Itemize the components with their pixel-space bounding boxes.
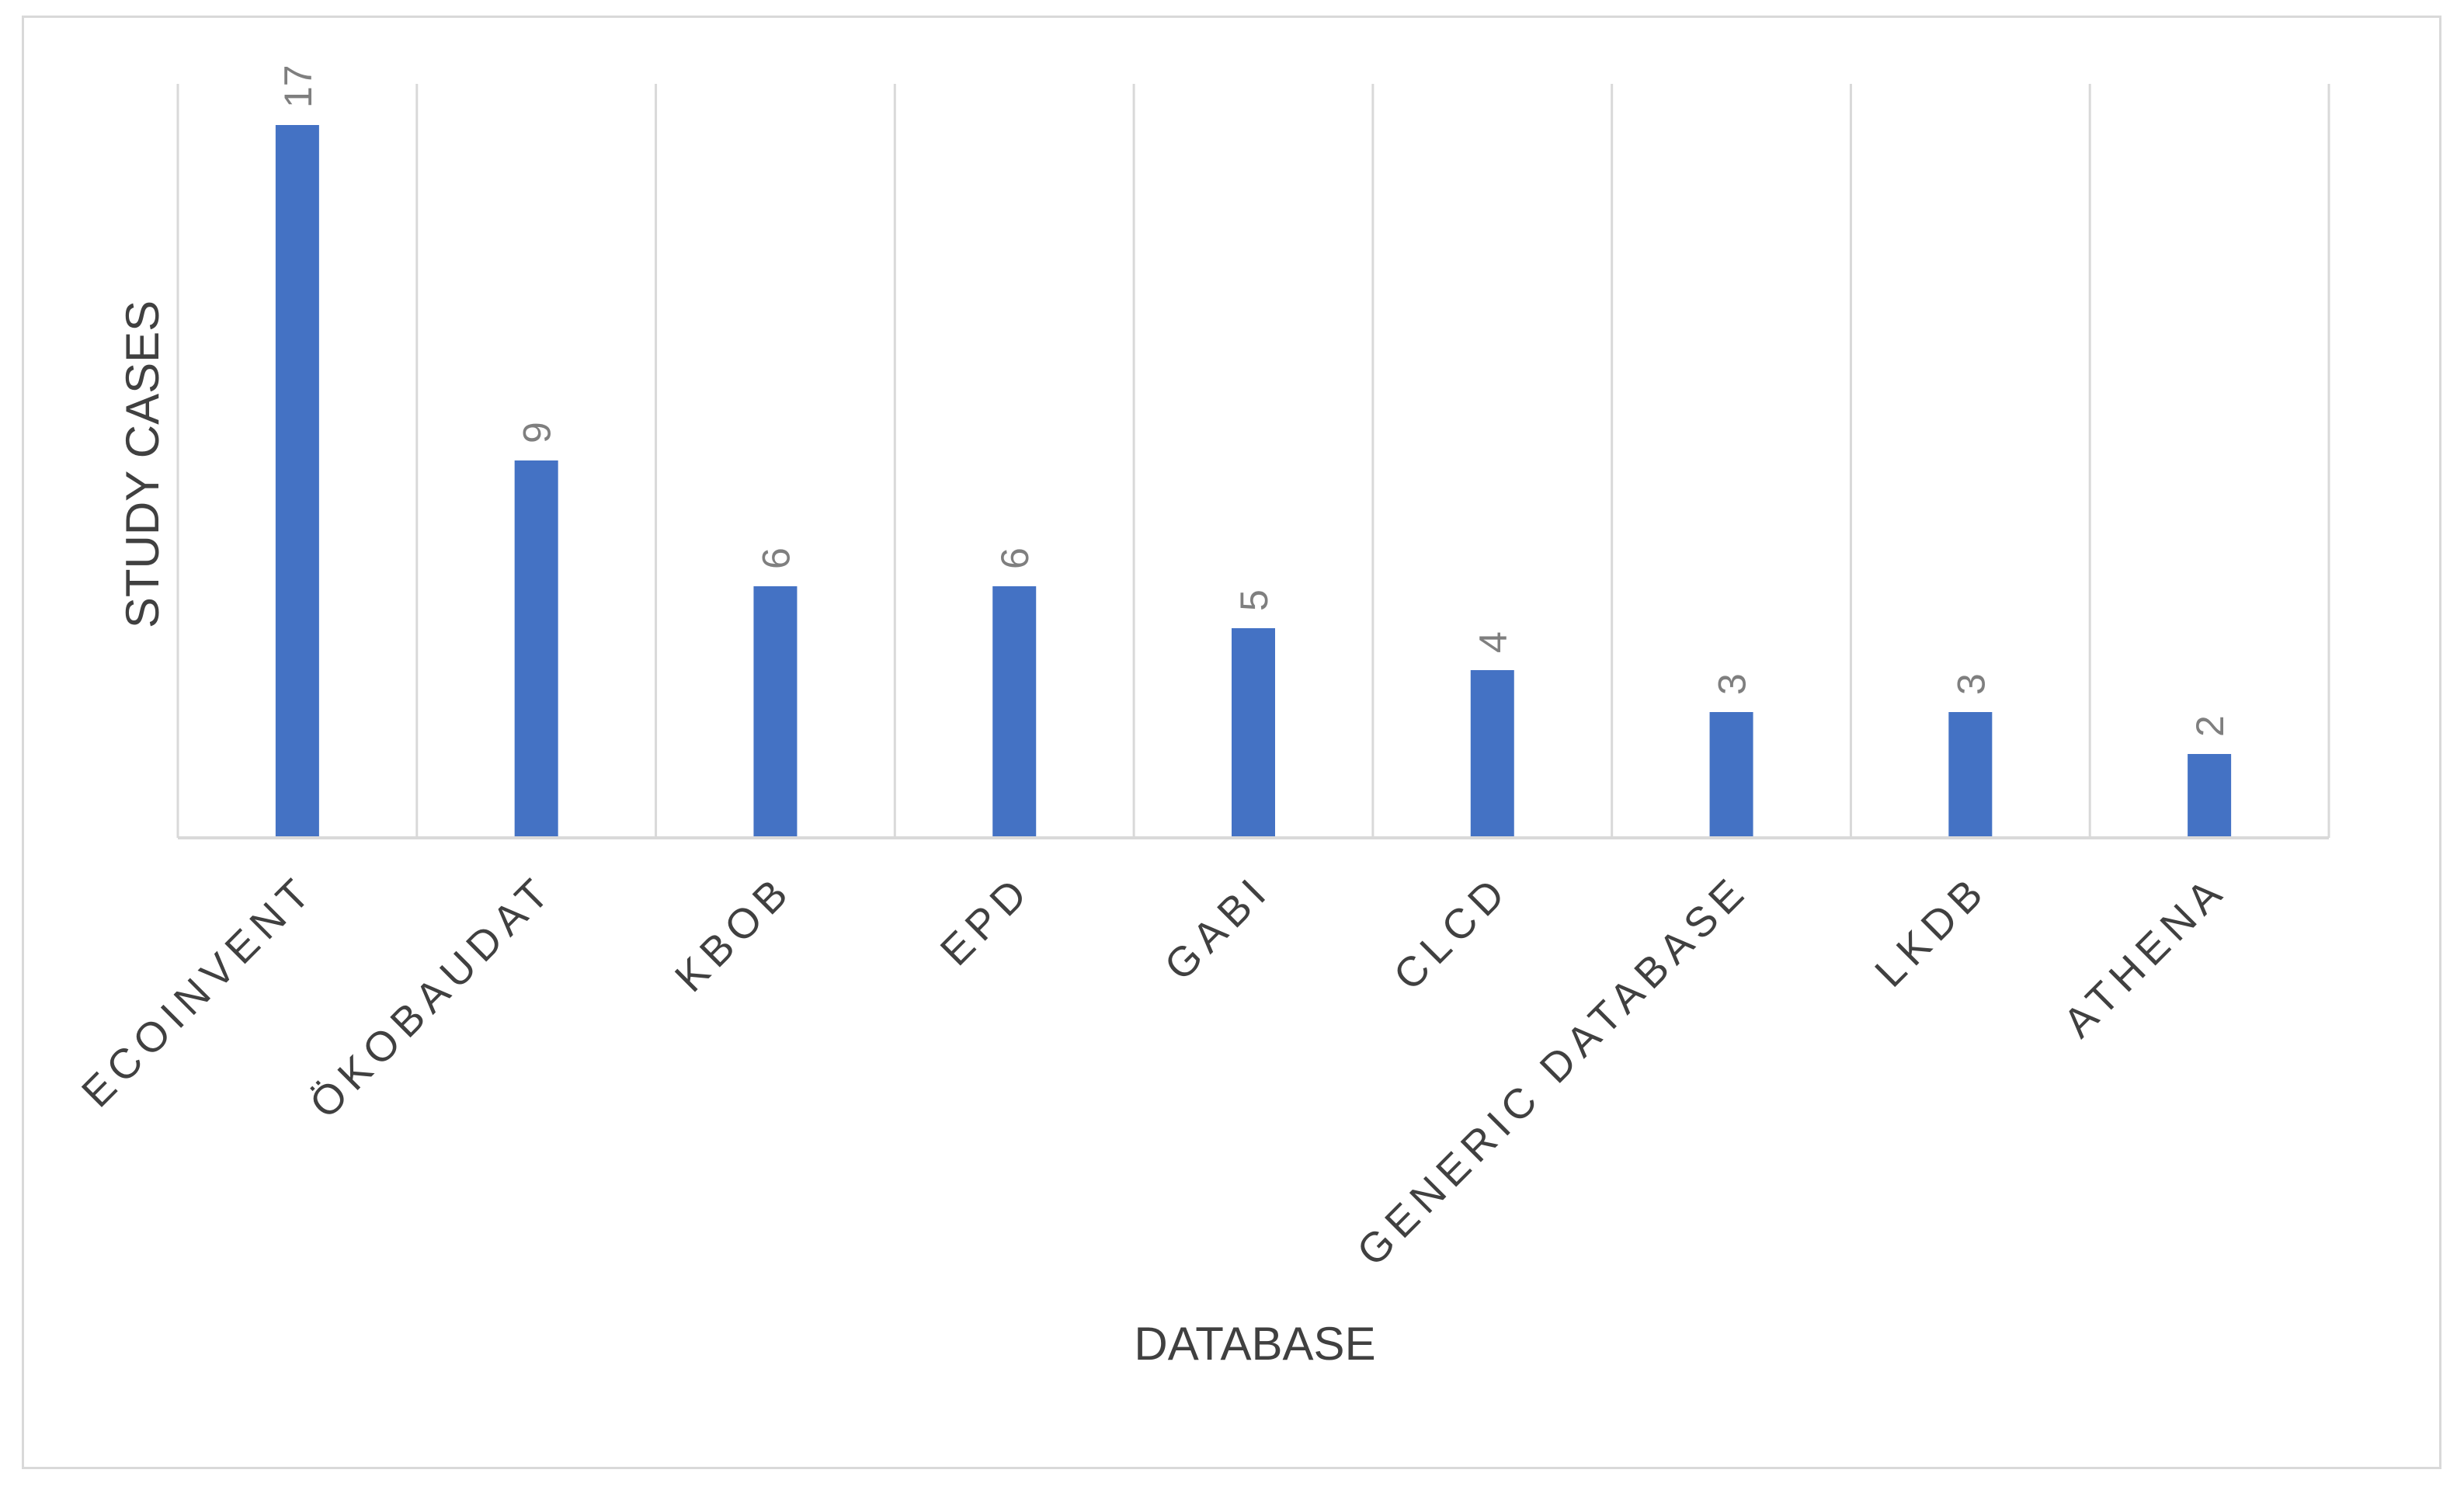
x-tick-label: CLCD [1385,866,1518,999]
data-labels: 17 9 6 6 5 4 3 3 2 [276,64,2232,737]
x-tick-label: GENERIC DATABASE [1348,866,1757,1275]
y-axis-title: STUDY CASES [116,301,169,628]
data-label: 2 [2188,715,2232,737]
gridlines [176,84,2330,838]
data-label: 5 [1232,589,1276,611]
x-tick-label: KBOB [666,866,801,1001]
bar [1948,712,1993,838]
x-tick-label: ÖKOBAUDAT [301,866,563,1127]
data-label: 6 [754,547,798,569]
bar [2188,754,2232,838]
data-label: 3 [1711,673,1754,695]
bar [992,586,1037,838]
bar [1232,628,1275,838]
data-label: 3 [1949,673,1993,695]
bar [1470,670,1514,838]
x-tick-label: ECOINVENT [73,866,323,1116]
x-tick-label: EPD [932,866,1041,975]
data-label: 4 [1472,631,1515,653]
x-tick-label: ATHENA [2055,866,2236,1047]
data-label: 9 [516,422,559,443]
data-label: 6 [993,547,1037,569]
data-label: 17 [276,64,320,108]
bars [275,125,2232,838]
bar [275,125,319,838]
bar [1709,712,1753,838]
x-tick-label: GABI [1156,866,1279,989]
bar [753,586,798,838]
bar [514,460,558,838]
chart-frame: 17 9 6 6 5 4 3 3 2 ECOINVENT ÖKOBAUDAT KBOB EPD GABI… [22,16,2441,1469]
x-axis-title: DATABASE [1134,1318,1375,1370]
x-tick-label: LKDB [1866,866,1997,996]
